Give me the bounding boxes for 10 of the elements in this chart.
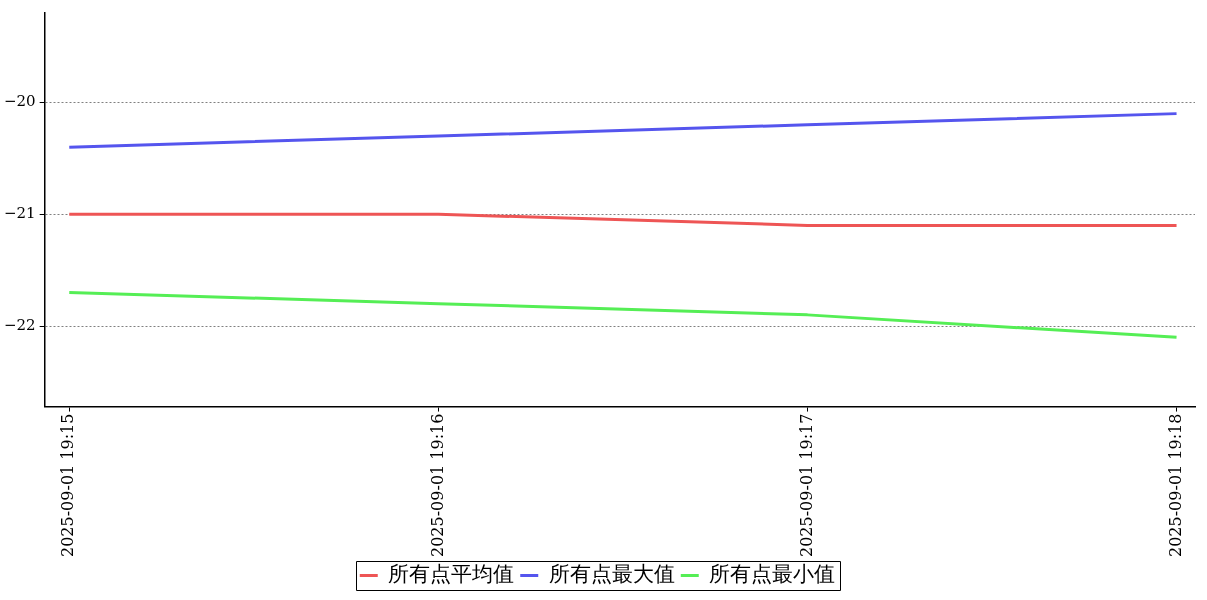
legend-label: 所有点最大值: [548, 561, 675, 586]
x-tick-label: 2025-09-01 19:15: [58, 413, 78, 558]
legend-label: 所有点平均值: [388, 561, 515, 586]
x-tick-label: 2025-09-01 19:18: [1165, 413, 1185, 558]
x-tick-label: 2025-09-01 19:17: [796, 413, 816, 558]
y-tick-label: −20: [4, 92, 36, 111]
legend-label: 所有点最小值: [709, 561, 836, 586]
y-tick-label: −22: [4, 315, 36, 334]
x-tick-label: 2025-09-01 19:16: [427, 413, 447, 558]
y-tick-label: −21: [4, 204, 36, 223]
